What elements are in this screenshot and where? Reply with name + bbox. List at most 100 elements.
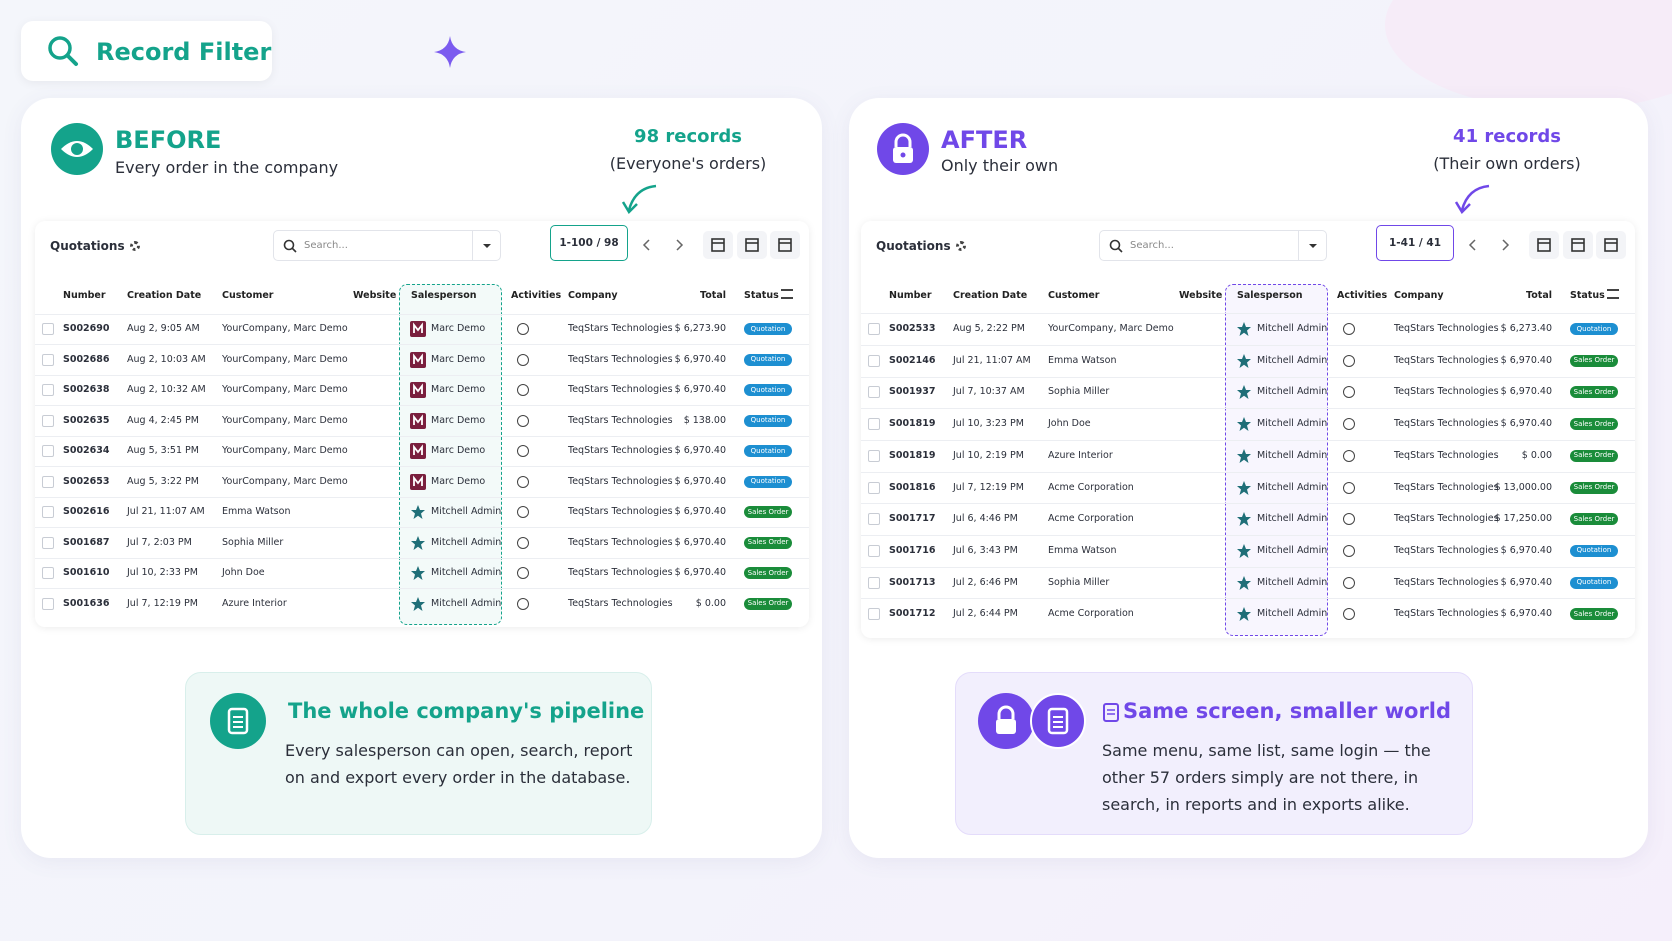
row-checkbox[interactable] <box>868 576 880 589</box>
view-switch[interactable] <box>737 231 767 259</box>
salesperson: Mitchell Admin <box>431 597 502 609</box>
row-divider <box>861 503 1635 505</box>
star-icon <box>410 504 426 520</box>
salesperson: Mitchell Admin <box>1257 544 1328 556</box>
activity-icon <box>517 353 529 366</box>
callout: The whole company's pipeline Every sales… <box>185 672 652 835</box>
company: TeqStars Technologies <box>1394 576 1499 588</box>
status-badge: Quotation <box>744 475 792 488</box>
status-badge: Sales Order <box>744 506 792 518</box>
column-header: Creation Date <box>953 290 1028 301</box>
creation-date: Jul 10, 2:19 PM <box>953 449 1024 461</box>
row-checkbox[interactable] <box>868 418 880 431</box>
pager-arrow[interactable] <box>1458 231 1488 259</box>
company: TeqStars Technologies <box>568 536 673 548</box>
row-divider <box>861 471 1635 473</box>
search-box[interactable]: Search... <box>1099 230 1327 261</box>
order-number: S001610 <box>63 567 110 578</box>
view-switch[interactable] <box>703 231 733 259</box>
eye-icon <box>51 123 103 175</box>
company: TeqStars Technologies <box>1394 449 1499 461</box>
pager-arrow[interactable] <box>664 231 694 259</box>
row-checkbox[interactable] <box>868 608 880 621</box>
page-title: Record Filter <box>96 38 272 66</box>
row-checkbox[interactable] <box>42 414 54 427</box>
row-divider <box>35 557 809 559</box>
status-badge: Sales Order <box>744 536 792 549</box>
before-subtitle: Every order in the company <box>115 158 339 177</box>
status: Quotation <box>1576 578 1612 587</box>
search-placeholder: Search... <box>1130 240 1174 251</box>
row-checkbox[interactable] <box>42 475 54 488</box>
status-badge: Sales Order <box>1570 481 1618 494</box>
row-checkbox[interactable] <box>42 597 54 610</box>
total: $ 138.00 <box>683 414 726 426</box>
customer: YourCompany, Marc Demo <box>222 445 348 456</box>
status: Sales Order <box>1573 356 1615 365</box>
activity-icon <box>1343 323 1355 335</box>
row-divider <box>35 466 809 468</box>
row-divider <box>35 435 809 437</box>
total: $ 6,970.40 <box>674 567 726 578</box>
row-checkbox[interactable] <box>868 544 880 557</box>
company: TeqStars Technologies <box>568 353 673 365</box>
order-number: S001717 <box>889 513 936 525</box>
row-checkbox[interactable] <box>42 384 54 396</box>
row-divider <box>861 344 1635 346</box>
row-checkbox[interactable] <box>42 536 54 549</box>
pager[interactable]: 1-100 / 98 <box>550 225 628 261</box>
row-checkbox[interactable] <box>868 513 880 526</box>
row-checkbox[interactable] <box>868 323 880 335</box>
row-checkbox[interactable] <box>42 353 54 366</box>
title-pill: Record Filter <box>21 21 272 81</box>
clipboard-small <box>1103 703 1119 722</box>
status-badge: Quotation <box>744 414 792 427</box>
pager-arrow[interactable] <box>1490 231 1520 259</box>
company: TeqStars Technologies <box>568 445 673 456</box>
status-badge: Sales Order <box>744 597 792 610</box>
search-box[interactable]: Search... <box>273 230 501 261</box>
creation-date: Aug 2, 10:03 AM <box>127 353 206 365</box>
salesperson: Mitchell Admin <box>1257 449 1328 461</box>
company: TeqStars Technologies <box>568 384 673 395</box>
salesperson: Mitchell Admin <box>1257 418 1328 430</box>
row-checkbox[interactable] <box>42 567 54 579</box>
column-header: Company <box>1394 290 1444 301</box>
customer: Emma Watson <box>222 506 291 517</box>
row-checkbox[interactable] <box>42 323 54 335</box>
salesperson: Mitchell Admin <box>431 567 502 578</box>
row-checkbox[interactable] <box>868 354 880 367</box>
activity-icon <box>517 536 529 549</box>
star-icon <box>1236 575 1252 591</box>
total: $ 6,970.40 <box>1500 608 1552 620</box>
total: $ 6,970.40 <box>1500 576 1552 588</box>
callout-text: Every salesperson can open, search, repo… <box>285 741 633 787</box>
company: TeqStars Technologies <box>1394 513 1499 525</box>
pager[interactable]: 1-41 / 41 <box>1376 225 1454 261</box>
view-switch[interactable] <box>1596 231 1626 259</box>
star-icon <box>410 535 426 551</box>
row-checkbox[interactable] <box>42 445 54 457</box>
total: $ 13,000.00 <box>1494 481 1552 493</box>
pager-arrow[interactable] <box>632 231 662 259</box>
order-number: S002616 <box>63 506 110 517</box>
company: TeqStars Technologies <box>1394 354 1499 366</box>
customer: YourCompany, Marc Demo <box>222 353 348 365</box>
column-header: Total <box>1526 290 1552 301</box>
status: Quotation <box>750 416 786 424</box>
clipboard-icon <box>210 693 266 749</box>
status-badge: Quotation <box>744 384 792 396</box>
activity-icon <box>517 475 529 488</box>
row-checkbox[interactable] <box>868 386 880 399</box>
row-checkbox[interactable] <box>868 449 880 462</box>
gear-icon <box>130 241 140 251</box>
view-switch[interactable] <box>770 231 800 259</box>
view-switch[interactable] <box>1529 231 1559 259</box>
column-header: Company <box>568 290 618 301</box>
status-badge: Sales Order <box>744 567 792 579</box>
lock-icon <box>978 693 1034 749</box>
row-checkbox[interactable] <box>868 481 880 494</box>
row-checkbox[interactable] <box>42 506 54 518</box>
activity-icon <box>1343 418 1355 431</box>
view-switch[interactable] <box>1563 231 1593 259</box>
